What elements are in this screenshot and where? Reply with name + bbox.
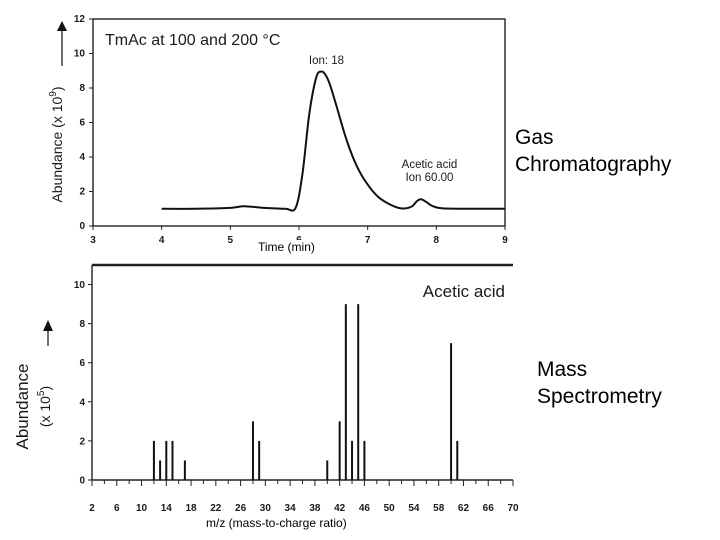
ms-y-units-text: (x 10	[37, 396, 53, 427]
ms-x-tick-label: 62	[458, 503, 470, 514]
gc-y-label-suffix: )	[49, 86, 65, 91]
gc-y-tick-label: 12	[74, 14, 86, 25]
gc-y-tick-label: 10	[74, 49, 86, 60]
ms-x-axis-label: m/z (mass-to-charge ratio)	[205, 516, 348, 530]
gc-y-tick-label: 4	[79, 152, 85, 163]
ms-x-tick-label: 58	[433, 503, 445, 514]
gc-x-tick-label: 4	[159, 235, 165, 246]
ms-label-line-1: Mass	[537, 358, 588, 381]
ms-x-tick-label: 30	[260, 503, 272, 514]
mass-spectrometry-label: Mass Spectrometry	[537, 356, 662, 410]
ms-x-tick-label: 54	[408, 503, 420, 514]
ms-y-tick-label: 4	[79, 397, 85, 408]
gc-chart-title: TmAc at 100 and 200 °C	[105, 32, 280, 49]
gc-y-axis-label: Abundance (x 109)	[48, 86, 65, 202]
ms-y-tick-label: 10	[74, 280, 86, 291]
gc-y-arrow-head	[57, 21, 67, 31]
ms-x-tick-label: 22	[210, 503, 222, 514]
gc-annotation-line: Acetic acid	[402, 159, 458, 171]
gc-y-tick-label: 0	[79, 221, 85, 232]
ms-y-axis-label: Abundance	[13, 363, 32, 449]
gc-x-tick-label: 5	[228, 235, 234, 246]
gc-trace-line	[161, 70, 505, 212]
gas-chromatography-label: Gas Chromatography	[515, 124, 671, 178]
gc-x-tick-label: 3	[90, 235, 96, 246]
ms-x-tick-label: 50	[384, 503, 396, 514]
ms-x-tick-label: 34	[285, 503, 297, 514]
ms-x-tick-label: 46	[359, 503, 371, 514]
ms-x-tick-label: 14	[161, 503, 173, 514]
ms-y-units-suffix: )	[37, 386, 53, 391]
ms-x-tick-label: 26	[235, 503, 247, 514]
ms-chart-title: Acetic acid	[423, 282, 505, 301]
ms-y-units-exponent: 5	[36, 390, 47, 396]
gc-label-line-2: Chromatography	[515, 153, 672, 176]
ms-y-tick-label: 6	[79, 358, 85, 369]
gc-label-line-1: Gas	[515, 126, 554, 149]
gc-y-label-text: Abundance (x 10	[49, 96, 65, 202]
gc-x-tick-label: 8	[434, 235, 440, 246]
gc-x-axis-label: Time (min)	[257, 240, 316, 254]
gc-annotation: Acetic acid Ion 60.00	[402, 159, 458, 184]
gc-annotation-line: Ion: 18	[309, 55, 344, 67]
ms-y-tick-label: 2	[79, 436, 85, 447]
gc-annotation-line: Ion 60.00	[405, 172, 453, 184]
gc-y-tick-label: 2	[79, 187, 85, 198]
ms-y-tick-label: 8	[79, 319, 85, 330]
ms-x-tick-label: 66	[483, 503, 495, 514]
ms-x-tick-label: 2	[89, 503, 95, 514]
gc-y-tick-label: 6	[79, 118, 85, 129]
ms-y-tick-label: 0	[79, 476, 85, 487]
ms-x-tick-label: 70	[507, 503, 519, 514]
ms-y-axis-label-units: (x 105)	[36, 386, 53, 427]
ms-x-tick-label: 38	[309, 503, 321, 514]
gc-x-tick-label: 7	[365, 235, 371, 246]
ms-x-tick-label: 42	[334, 503, 346, 514]
gc-x-tick-label: 9	[502, 235, 508, 246]
gc-y-tick-label: 8	[79, 83, 85, 94]
ms-x-tick-label: 10	[136, 503, 148, 514]
ms-x-tick-label: 6	[114, 503, 120, 514]
ms-y-arrow-head	[43, 320, 53, 331]
gc-chromatogram: 0246810123456789TmAc at 100 and 200 °CIo…	[48, 14, 508, 246]
gc-annotation: Ion: 18	[309, 55, 344, 67]
gc-y-label-exponent: 9	[48, 91, 59, 97]
ms-label-line-2: Spectrometry	[537, 385, 662, 408]
ms-x-tick-label: 18	[185, 503, 197, 514]
